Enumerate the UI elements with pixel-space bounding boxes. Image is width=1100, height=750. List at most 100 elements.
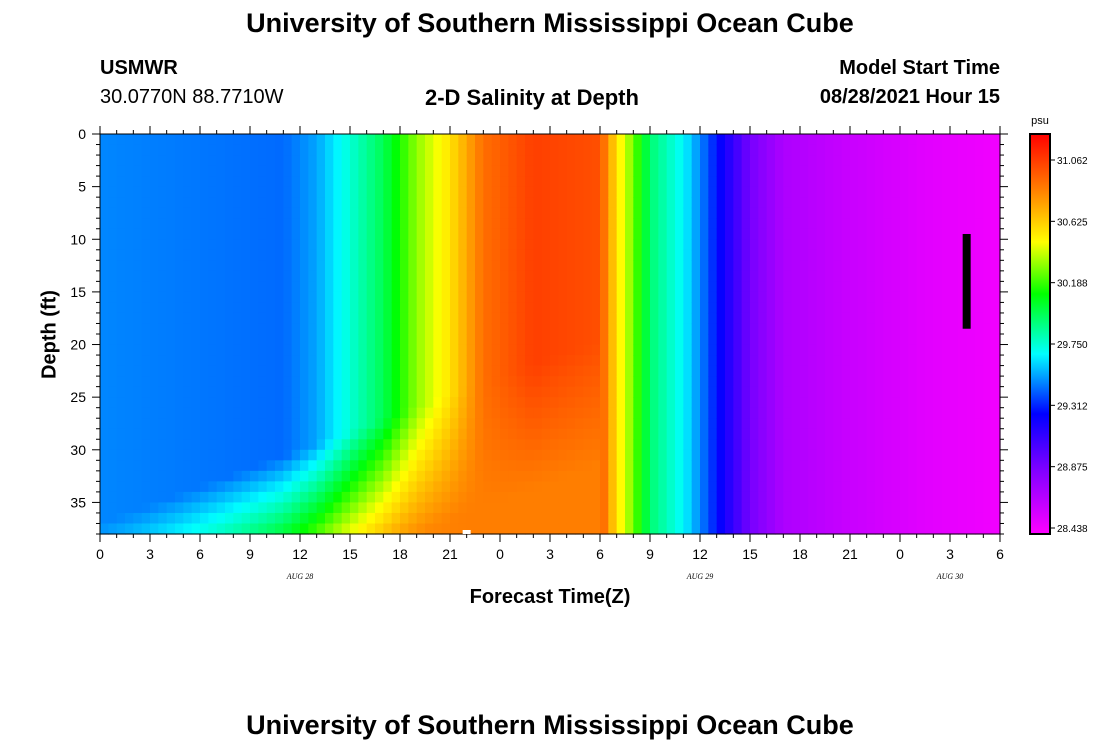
heatmap-cell	[741, 376, 751, 388]
heatmap-cell	[983, 291, 993, 304]
heatmap-cell	[991, 186, 1001, 198]
heatmap-cell	[475, 249, 484, 261]
heatmap-cell	[766, 144, 776, 156]
heatmap-cell	[141, 439, 151, 451]
heatmap-cell	[375, 197, 384, 209]
heatmap-cell	[883, 144, 893, 156]
heatmap-cell	[491, 428, 501, 440]
heatmap-cell	[275, 270, 284, 282]
heatmap-cell	[975, 155, 984, 167]
heatmap-cell	[300, 281, 309, 293]
heatmap-cell	[975, 186, 984, 198]
heatmap-cell	[791, 397, 801, 409]
heatmap-cell	[591, 239, 601, 251]
heatmap-cell	[608, 218, 618, 230]
heatmap-cell	[508, 207, 518, 219]
heatmap-cell	[400, 260, 409, 272]
heatmap-cell	[208, 197, 218, 209]
heatmap-cell	[716, 523, 726, 535]
heatmap-cell	[750, 365, 759, 377]
heatmap-cell	[808, 302, 818, 314]
heatmap-cell	[966, 491, 976, 504]
heatmap-cell	[316, 218, 326, 230]
heatmap-cell	[425, 460, 434, 472]
heatmap-cell	[291, 281, 301, 293]
heatmap-cell	[916, 165, 926, 177]
heatmap-cell	[450, 312, 459, 325]
heatmap-cell	[100, 470, 109, 482]
heatmap-cell	[483, 239, 493, 251]
heatmap-cell	[600, 323, 609, 335]
heatmap-cell	[883, 439, 893, 451]
heatmap-cell	[183, 418, 193, 430]
heatmap-cell	[766, 165, 776, 177]
heatmap-cell	[858, 397, 868, 409]
heatmap-cell	[308, 397, 318, 409]
heatmap-cell	[933, 228, 943, 240]
heatmap-cell	[191, 418, 201, 430]
heatmap-cell	[350, 365, 359, 377]
heatmap-cell	[400, 449, 409, 461]
heatmap-cell	[608, 523, 618, 535]
heatmap-cell	[441, 134, 451, 146]
heatmap-cell	[666, 365, 676, 377]
heatmap-cell	[291, 407, 301, 419]
heatmap-cell	[375, 449, 384, 461]
heatmap-cell	[500, 228, 509, 240]
heatmap-cell	[750, 312, 759, 325]
heatmap-cell	[633, 344, 643, 356]
heatmap-cell	[325, 376, 334, 388]
heatmap-cell	[966, 270, 976, 282]
heatmap-cell	[325, 523, 334, 535]
heatmap-cell	[391, 344, 401, 356]
heatmap-cell	[600, 239, 609, 251]
heatmap-cell	[766, 439, 776, 451]
heatmap-cell	[350, 460, 359, 472]
heatmap-cell	[191, 355, 201, 367]
heatmap-cell	[208, 365, 218, 377]
heatmap-cell	[391, 155, 401, 167]
heatmap-cell	[558, 502, 568, 514]
heatmap-cell	[375, 491, 384, 504]
heatmap-cell	[475, 186, 484, 198]
heatmap-cell	[700, 134, 709, 146]
heatmap-cell	[883, 312, 893, 325]
heatmap-cell	[600, 291, 609, 304]
heatmap-cell	[558, 186, 568, 198]
heatmap-cell	[800, 439, 809, 451]
heatmap-cell	[300, 197, 309, 209]
heatmap-cell	[375, 281, 384, 293]
heatmap-cell	[741, 165, 751, 177]
heatmap-cell	[908, 144, 918, 156]
heatmap-cell	[600, 428, 609, 440]
heatmap-cell	[333, 239, 343, 251]
heatmap-cell	[716, 449, 726, 461]
heatmap-cell	[766, 197, 776, 209]
heatmap-cell	[375, 523, 384, 535]
heatmap-cell	[741, 344, 751, 356]
heatmap-cell	[116, 491, 126, 504]
heatmap-cell	[708, 302, 718, 314]
heatmap-cell	[258, 418, 268, 430]
heatmap-cell	[658, 481, 668, 493]
heatmap-cell	[966, 334, 976, 346]
heatmap-cell	[291, 428, 301, 440]
heatmap-cell	[408, 281, 418, 293]
heatmap-cell	[291, 386, 301, 398]
heatmap-cell	[750, 176, 759, 188]
heatmap-cell	[783, 207, 793, 219]
heatmap-cell	[541, 355, 551, 367]
heatmap-cell	[208, 491, 218, 504]
heatmap-cell	[158, 186, 168, 198]
heatmap-cell	[458, 397, 468, 409]
heatmap-cell	[616, 302, 626, 314]
heatmap-cell	[308, 249, 318, 261]
model-start-label: Model Start Time	[839, 57, 1000, 79]
heatmap-cell	[558, 291, 568, 304]
x-axis-title: Forecast Time(Z)	[469, 586, 631, 608]
heatmap-cell	[841, 502, 851, 514]
heatmap-cell	[900, 334, 909, 346]
heatmap-cell	[883, 449, 893, 461]
heatmap-cell	[458, 386, 468, 398]
heatmap-cell	[766, 291, 776, 304]
